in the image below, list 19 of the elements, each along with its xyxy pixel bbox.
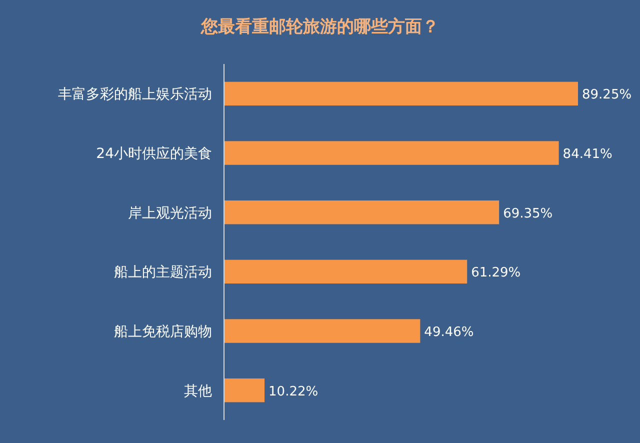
data-label: 61.29% — [471, 266, 521, 281]
chart-title: 您最看重邮轮旅游的哪些方面？ — [200, 17, 439, 37]
bar — [224, 141, 559, 165]
bar — [224, 200, 500, 224]
y-tick-label: 岸上观光活动 — [128, 205, 212, 222]
bar — [224, 82, 578, 106]
data-label: 89.25% — [582, 88, 632, 103]
y-tick-label: 船上的主题活动 — [114, 264, 212, 281]
y-tick-label: 船上免税店购物 — [114, 324, 212, 340]
y-tick-label: 24小时供应的美食 — [96, 146, 212, 162]
y-tick-label: 其他 — [184, 383, 212, 400]
data-label: 84.41% — [562, 147, 612, 162]
data-label: 10.22% — [268, 384, 318, 400]
data-label: 69.35% — [503, 206, 553, 222]
bar — [224, 260, 468, 284]
y-tick-label: 丰富多彩的船上娱乐活动 — [58, 86, 212, 103]
data-label: 49.46% — [424, 325, 474, 340]
bar — [224, 319, 420, 343]
bar — [224, 378, 265, 402]
